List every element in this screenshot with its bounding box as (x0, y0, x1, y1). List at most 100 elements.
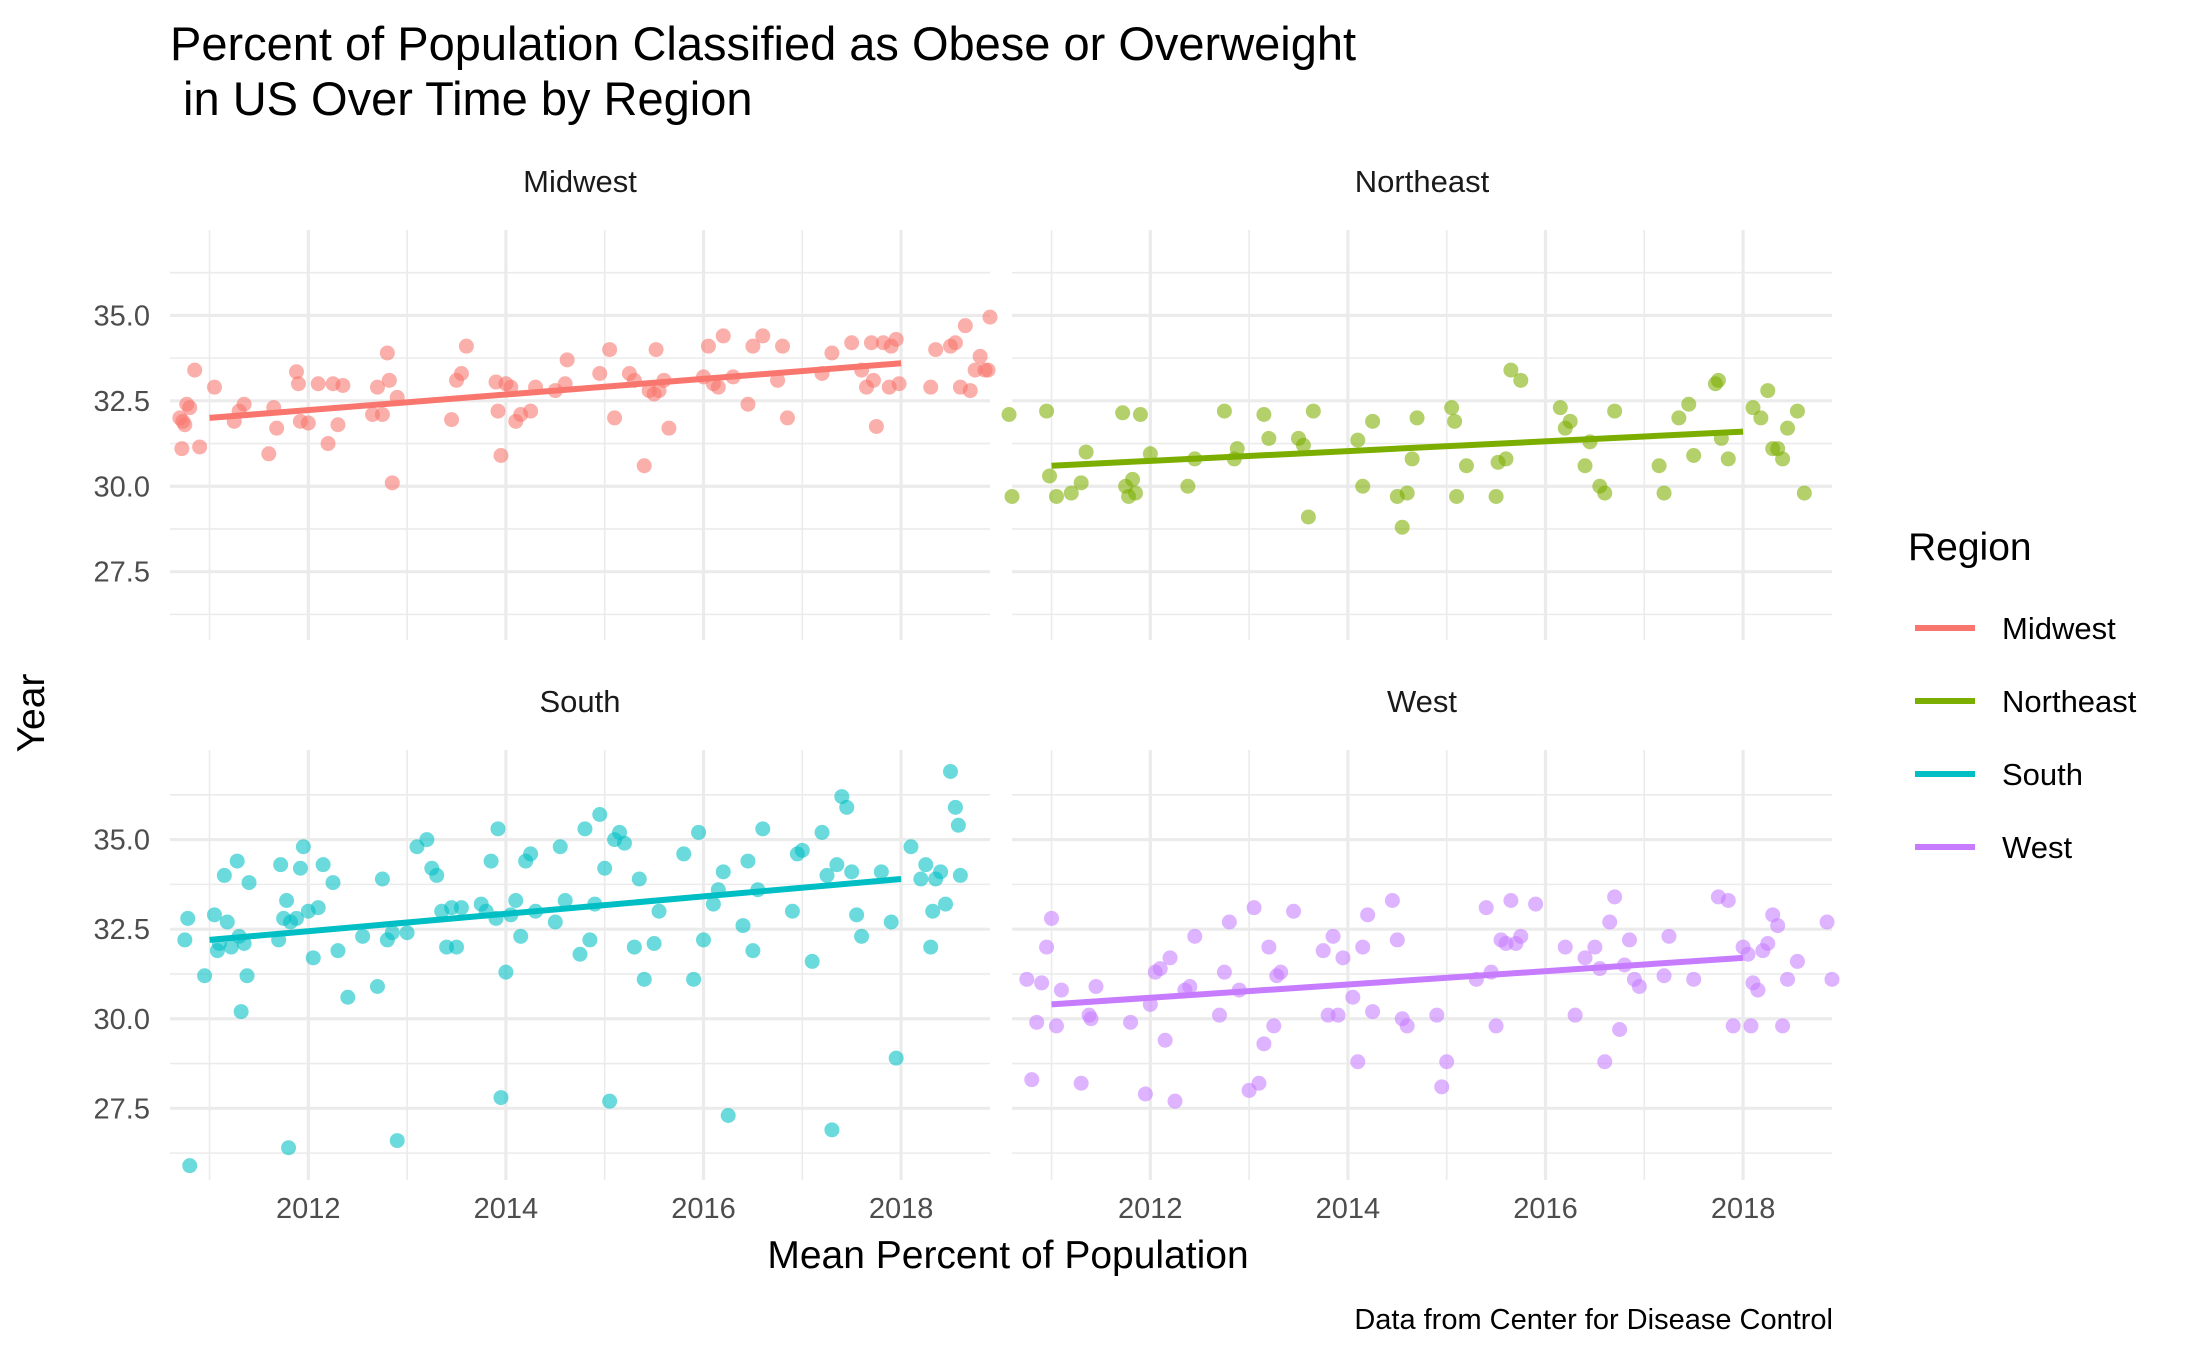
data-point (582, 932, 598, 948)
panel-west-grid (1012, 750, 1832, 1180)
panel-northeast: Northeast (1001, 164, 1832, 640)
data-point (1720, 451, 1736, 467)
data-point (715, 328, 731, 344)
data-point (1775, 451, 1791, 467)
x-tick-label: 2014 (1316, 1193, 1381, 1225)
y-tick-label: 27.5 (94, 1093, 150, 1125)
data-point (888, 331, 904, 347)
data-point (384, 925, 400, 941)
data-point (980, 362, 996, 378)
data-point (310, 376, 326, 392)
y-axis-title: Year (10, 674, 53, 753)
data-point (177, 417, 193, 433)
data-point (1125, 471, 1141, 487)
data-point (490, 821, 506, 837)
data-point (1399, 485, 1415, 501)
data-point (315, 857, 331, 873)
data-point (1577, 458, 1593, 474)
data-point (559, 352, 575, 368)
data-point (1444, 400, 1460, 416)
data-point (1004, 489, 1020, 504)
data-point (523, 403, 539, 419)
data-point (1796, 485, 1812, 501)
panel-south-points (177, 764, 968, 1174)
data-point (1132, 407, 1148, 422)
data-point (1350, 432, 1366, 448)
data-point (1048, 489, 1064, 504)
data-point (913, 871, 929, 887)
data-point (1434, 1079, 1450, 1095)
data-point (1780, 971, 1796, 987)
data-point (804, 953, 820, 969)
data-point (957, 318, 973, 334)
data-point (1513, 928, 1529, 944)
data-point (557, 893, 573, 908)
data-point (1246, 900, 1262, 916)
data-point (177, 932, 193, 948)
trend-line-south (209, 876, 902, 943)
data-point (602, 1093, 618, 1109)
data-point (740, 853, 756, 869)
y-tick-label: 30.0 (94, 1004, 150, 1036)
data-point (174, 441, 190, 457)
data-point (928, 342, 944, 358)
data-point (982, 309, 998, 325)
data-point (1503, 893, 1519, 908)
data-point (1528, 896, 1544, 912)
data-point (1607, 889, 1623, 905)
data-point (1562, 413, 1578, 429)
data-point (592, 366, 608, 381)
panel-northeast-label: Northeast (1355, 164, 1490, 199)
trend-line-west (1051, 954, 1744, 1008)
data-point (740, 396, 756, 412)
trend-line-midwest (209, 360, 902, 421)
data-point (1597, 485, 1613, 501)
x-tick-label: 2012 (1118, 1193, 1183, 1225)
data-point (972, 348, 988, 364)
data-point (735, 918, 751, 934)
data-point (1651, 458, 1667, 474)
data-point (239, 968, 255, 984)
data-point (552, 839, 568, 855)
data-point (1266, 1018, 1282, 1034)
data-point (261, 446, 277, 462)
data-point (1355, 478, 1371, 494)
panel-midwest: Midwest (170, 164, 998, 640)
data-point (636, 971, 652, 987)
data-point (626, 939, 642, 955)
data-point (1686, 448, 1702, 463)
y-tick-label: 30.0 (94, 471, 150, 503)
data-point (1221, 914, 1237, 930)
data-point (1513, 372, 1529, 388)
data-point (700, 338, 716, 354)
data-point (1753, 410, 1769, 426)
data-point (384, 475, 400, 491)
data-point (325, 875, 341, 891)
data-point (1449, 489, 1465, 504)
data-point (745, 338, 761, 354)
data-point (320, 436, 336, 452)
data-point (1458, 458, 1474, 474)
data-point (292, 860, 308, 876)
data-point (873, 864, 889, 880)
data-point (648, 342, 664, 358)
data-point (1157, 1032, 1173, 1048)
panel-south-label: South (539, 684, 620, 719)
data-point (577, 821, 593, 837)
data-point (1557, 939, 1573, 955)
y-tick-label: 32.5 (94, 914, 150, 946)
data-point (686, 971, 702, 987)
data-point (379, 345, 395, 361)
data-point (745, 943, 761, 959)
legend-item-midwest: Midwest (1915, 611, 2116, 646)
data-point (950, 817, 966, 833)
data-point (1404, 451, 1420, 467)
legend-item-west: West (1915, 830, 2072, 865)
data-point (775, 338, 791, 354)
data-point (1053, 982, 1069, 998)
data-point (1256, 1036, 1272, 1052)
data-point (1073, 1075, 1089, 1091)
data-point (844, 335, 860, 351)
data-point (891, 376, 907, 392)
data-point (444, 412, 460, 428)
